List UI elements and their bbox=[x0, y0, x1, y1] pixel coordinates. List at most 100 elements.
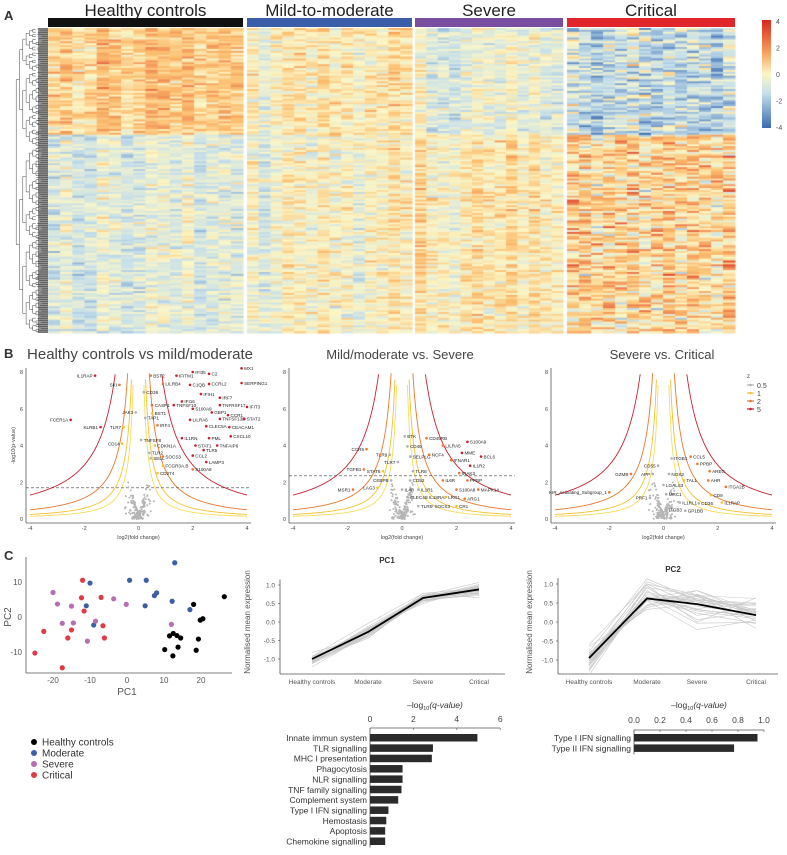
bar-category-label: Complement system bbox=[290, 795, 367, 805]
x-tick-label: 6 bbox=[498, 714, 503, 724]
gene-point bbox=[395, 508, 398, 511]
significance-curve bbox=[30, 384, 134, 517]
gene-point bbox=[408, 492, 411, 495]
gene-label: IFNAR1 bbox=[454, 458, 471, 463]
gene-point bbox=[664, 492, 668, 496]
gene-point bbox=[657, 511, 660, 514]
dendrogram-branch bbox=[35, 192, 39, 198]
gene-point bbox=[654, 506, 657, 509]
x-tick-label: 4 bbox=[245, 526, 248, 532]
gene-point bbox=[390, 483, 393, 486]
gene-point bbox=[441, 444, 445, 447]
pca-point-critical bbox=[101, 635, 108, 641]
legend-dot bbox=[31, 739, 37, 745]
gene-point bbox=[149, 374, 153, 377]
dendrogram-branch bbox=[35, 240, 39, 245]
gene-point bbox=[205, 460, 208, 464]
gene-label: BTK bbox=[407, 434, 417, 439]
gene-label: CCRL2 bbox=[212, 382, 228, 387]
pca-point-healthy-controls bbox=[200, 616, 206, 622]
axis-title: –log10(q-value) bbox=[671, 700, 727, 712]
significance-curve bbox=[555, 373, 654, 511]
pca-point-critical bbox=[59, 665, 65, 671]
gene-point bbox=[403, 508, 406, 511]
significance-curve bbox=[673, 373, 772, 511]
gene-point bbox=[392, 516, 395, 519]
gene-point bbox=[468, 464, 472, 468]
x-axis-label: log2(fold change) bbox=[117, 535, 160, 541]
dendrogram-branch bbox=[35, 120, 39, 124]
individual-gene-line bbox=[311, 592, 480, 661]
axis-title-rest: (q-value) bbox=[693, 700, 727, 710]
gene-point bbox=[629, 472, 633, 476]
gene-point bbox=[141, 517, 144, 520]
gene-label: IFIT3 bbox=[250, 405, 261, 410]
dendrogram-branch bbox=[32, 59, 36, 63]
gene-point bbox=[161, 464, 165, 468]
gene-point bbox=[128, 496, 131, 499]
gene-point bbox=[455, 488, 458, 491]
gene-point bbox=[143, 503, 146, 506]
gene-label: BCL6 bbox=[484, 454, 496, 459]
dendrogram-branch bbox=[29, 53, 33, 59]
gene-label: CD9 bbox=[713, 493, 723, 498]
gene-point bbox=[671, 481, 674, 484]
gene-label: ITGB1 bbox=[674, 456, 688, 461]
gene-point bbox=[659, 503, 662, 506]
significance-curve bbox=[30, 379, 132, 515]
dendrogram-branch bbox=[35, 302, 39, 308]
dendrogram-branch bbox=[29, 74, 33, 84]
gene-label: S100A9 bbox=[470, 440, 487, 445]
gene-label: IL1RAP bbox=[77, 373, 93, 378]
gene-point bbox=[425, 436, 428, 440]
gene-point bbox=[395, 510, 398, 513]
gene-point bbox=[665, 505, 668, 508]
x-axis-label: log2(fold change) bbox=[381, 535, 424, 541]
gene-point bbox=[449, 458, 453, 462]
gene-point bbox=[396, 516, 399, 519]
gene-point bbox=[649, 503, 652, 506]
gene-point bbox=[652, 517, 655, 520]
gene-label: S100A8 bbox=[195, 467, 212, 472]
x-tick-label: 20 bbox=[197, 676, 206, 685]
y-tick-label: 8 bbox=[545, 370, 548, 376]
gene-point bbox=[133, 503, 136, 506]
gene-point bbox=[99, 425, 102, 429]
gene-label: IL1RL1 bbox=[682, 500, 697, 505]
gene-label: LAMP3 bbox=[209, 460, 225, 465]
gene-point bbox=[161, 382, 165, 386]
gene-label: IRF4 bbox=[160, 423, 170, 428]
dendrogram-branch bbox=[32, 138, 36, 144]
gene-point bbox=[653, 482, 656, 485]
gene-point bbox=[406, 514, 409, 517]
gene-point bbox=[660, 517, 663, 520]
bar-category-label: Phagocytosis bbox=[316, 764, 367, 774]
dendrogram-branch bbox=[29, 295, 33, 310]
gene-point bbox=[395, 493, 398, 496]
gene-label: SELL bbox=[153, 456, 165, 461]
dendrogram-branch bbox=[35, 137, 39, 141]
gene-point bbox=[666, 503, 669, 506]
gene-point bbox=[129, 489, 132, 492]
gene-point bbox=[658, 509, 661, 512]
gene-label: C1QB bbox=[193, 383, 206, 388]
dendrogram-branch bbox=[35, 179, 39, 184]
x-tick-label: 0 bbox=[137, 526, 140, 532]
dendrogram-branch bbox=[35, 111, 39, 114]
dendrogram-branch bbox=[35, 260, 39, 267]
bar-category-label: Innate immun system bbox=[286, 733, 367, 743]
dendrogram-branch bbox=[32, 291, 36, 300]
axis-title-subscript: 10 bbox=[687, 706, 693, 712]
gene-point bbox=[425, 495, 428, 499]
gene-label: CCR1 bbox=[231, 413, 244, 418]
gene-point bbox=[125, 512, 128, 515]
pca-point-moderate bbox=[142, 603, 148, 609]
gene-label: NOS2 bbox=[671, 472, 684, 477]
colorbar-tick-label: 4 bbox=[776, 19, 780, 26]
dendrogram-branch bbox=[22, 38, 26, 61]
gene-point bbox=[408, 479, 412, 482]
gene-point bbox=[191, 454, 195, 457]
gene-point bbox=[152, 500, 155, 503]
individual-gene-line bbox=[311, 588, 480, 664]
dendrogram-branch bbox=[32, 325, 36, 331]
